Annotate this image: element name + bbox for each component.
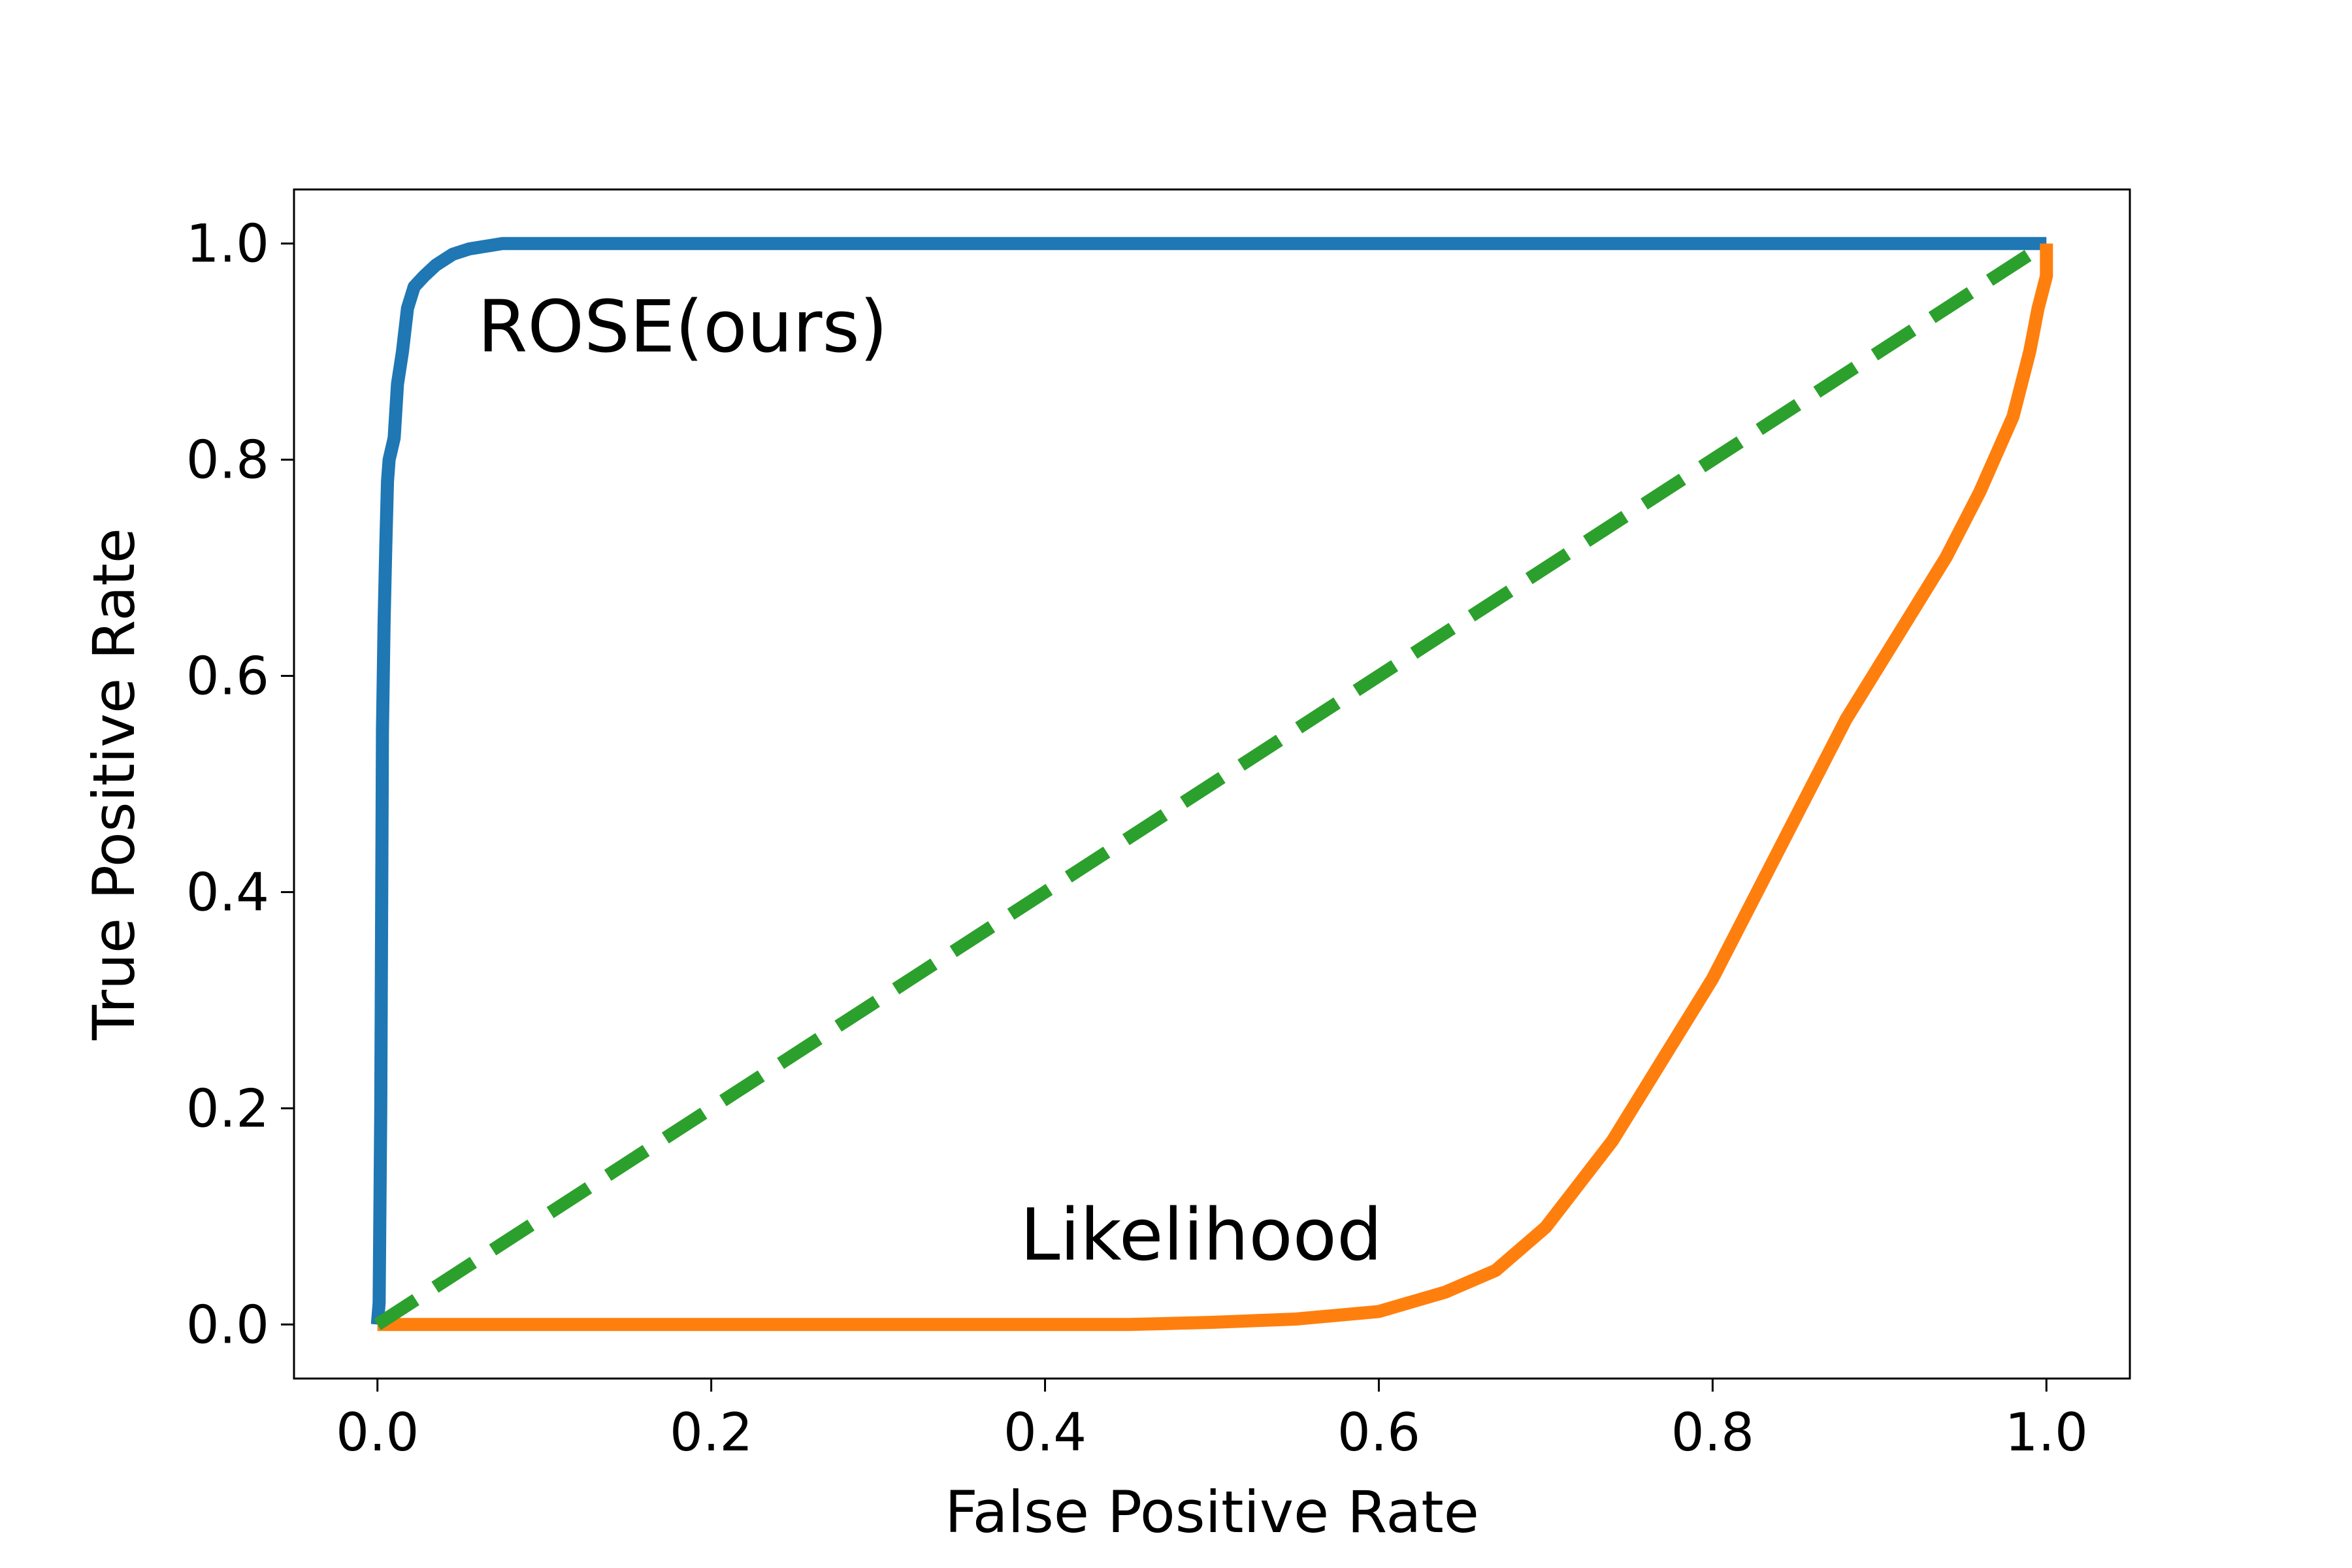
series-line-0 (370, 237, 2047, 1326)
x-tick-label: 0.6 (1337, 1402, 1420, 1463)
y-tick-label: 0.4 (186, 862, 269, 923)
x-axis-label: False Positive Rate (945, 1478, 1479, 1546)
annotation-likelihood: Likelihood (1020, 1193, 1382, 1277)
y-tick-label: 0.6 (186, 646, 269, 707)
series-line-2 (374, 238, 2050, 1330)
annotation-rose: ROSE(ours) (478, 285, 888, 368)
x-tick-label: 0.0 (336, 1402, 419, 1463)
series-layer (370, 237, 2053, 1331)
y-tick-label: 0.0 (186, 1294, 269, 1355)
y-axis-ticks: 0.0 0.2 0.4 0.6 0.8 1.0 (186, 214, 294, 1355)
y-axis-label: True Positive Rate (80, 528, 148, 1041)
x-tick-label: 1.0 (2005, 1402, 2088, 1463)
y-tick-label: 0.2 (186, 1078, 269, 1139)
axes-frame (293, 188, 2131, 1380)
x-tick-label: 0.4 (1004, 1402, 1086, 1463)
series-line-1 (377, 243, 2053, 1331)
x-axis-ticks: 0.0 0.2 0.4 0.6 0.8 1.0 (336, 1379, 2088, 1463)
y-tick-label: 0.8 (186, 430, 269, 491)
y-tick-label: 1.0 (186, 214, 269, 274)
x-tick-label: 0.8 (1671, 1402, 1754, 1463)
x-tick-label: 0.2 (670, 1402, 753, 1463)
